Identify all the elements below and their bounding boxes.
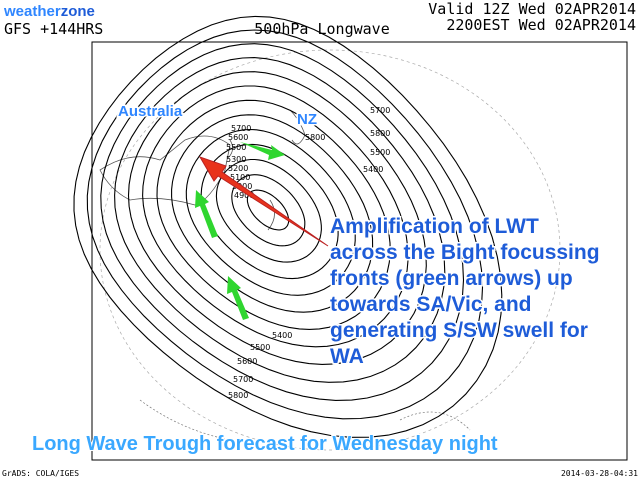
annotation-line: towards SA/Vic, and [330,293,532,316]
contour-label: 5800 [305,133,325,142]
contour-line [156,99,391,330]
coastline-antarctica [139,399,471,441]
map-title: 500hPa Longwave [254,20,389,38]
map-frame [91,41,628,461]
contour-line [73,15,503,438]
logo-weather: weather [3,3,61,20]
source: GrADS: COLA/IGES [2,469,79,478]
contour-label: 5500 [226,143,246,152]
contour-label: 5100 [230,173,250,182]
contour-line [215,158,322,263]
annotation-line: WA [330,345,364,368]
annotation-line: Amplification of LWT [330,215,539,238]
contour-line [86,29,484,420]
valid-time: Valid 12Z Wed 02APR2014 [428,0,636,18]
contour-line [185,128,356,296]
model-label: GFS +144HRS [4,20,103,38]
contour-label: 5400 [363,165,383,174]
green-arrow [227,276,249,320]
contour-label: 5200 [228,164,248,173]
contour-label: 5800 [370,129,390,138]
caption: Long Wave Trough forecast for Wednesday … [32,433,498,455]
green-arrow [195,190,218,238]
contour-label: 5300 [226,155,246,164]
annotation-line: generating S/SW swell for [330,319,588,342]
annotation-line: fronts (green arrows) up [330,267,573,290]
contour-line [127,71,427,365]
contour-label: 5700 [231,124,251,133]
contour-label: 5700 [233,375,253,384]
contour-label: 5500 [250,343,270,352]
red-arrow [198,156,329,247]
green-arrow [240,142,285,160]
label-australia: Australia [118,103,183,120]
contour-line [171,114,374,313]
contour-line [231,174,306,247]
logo-zone: zone [61,3,95,20]
contour-label: 5400 [272,331,292,340]
annotation-line: across the Bight focussing [330,241,600,264]
logo: weatherzone [3,3,95,20]
label-nz: NZ [297,111,317,128]
contour-label: 5600 [237,357,257,366]
contour-label: 5500 [370,148,390,157]
coastline-australia [99,135,231,206]
contour-label: 5600 [228,133,248,142]
local-time: 2200EST Wed 02APR2014 [446,16,636,34]
contour-line [200,143,339,280]
contour-line [114,57,446,383]
contour-label: 5800 [228,391,248,400]
contour-line [142,85,409,348]
timestamp: 2014-03-28-04:31 [561,469,638,478]
grid-circle [99,49,561,451]
contour-line [100,43,465,401]
contour-label: 4900 [234,191,254,200]
arrows [195,142,329,320]
contour-label: 5700 [370,106,390,115]
